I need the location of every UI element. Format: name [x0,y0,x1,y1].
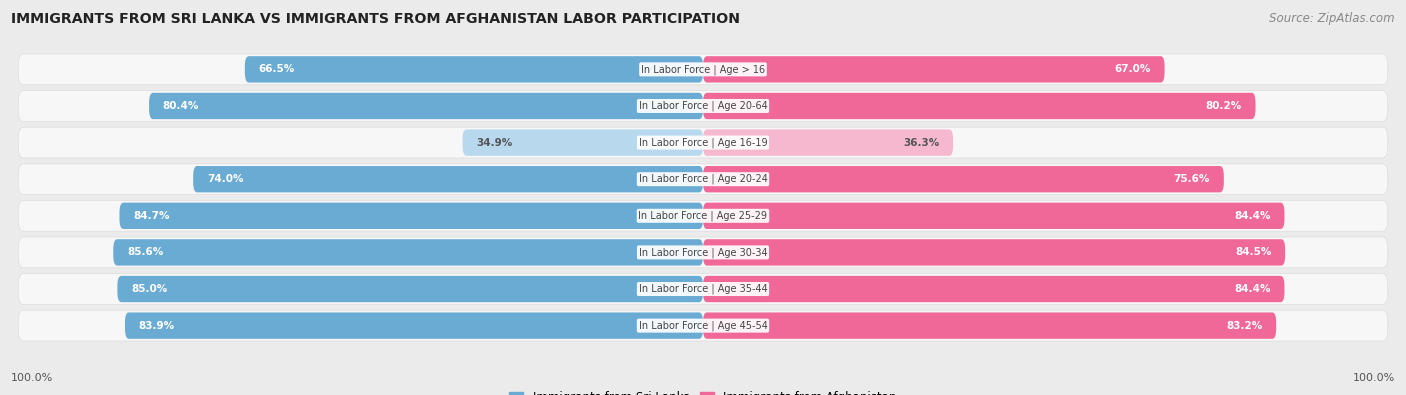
FancyBboxPatch shape [703,166,1223,192]
Text: 84.4%: 84.4% [1234,211,1271,221]
FancyBboxPatch shape [245,56,703,83]
Text: 100.0%: 100.0% [1353,373,1395,383]
Text: In Labor Force | Age 20-24: In Labor Force | Age 20-24 [638,174,768,184]
Legend: Immigrants from Sri Lanka, Immigrants from Afghanistan: Immigrants from Sri Lanka, Immigrants fr… [506,387,900,395]
Text: 85.0%: 85.0% [131,284,167,294]
FancyBboxPatch shape [193,166,703,192]
Text: 84.7%: 84.7% [134,211,170,221]
FancyBboxPatch shape [703,239,1285,265]
FancyBboxPatch shape [18,164,1388,195]
Text: Source: ZipAtlas.com: Source: ZipAtlas.com [1270,12,1395,25]
FancyBboxPatch shape [703,312,1277,339]
Text: 80.4%: 80.4% [163,101,200,111]
Text: 84.5%: 84.5% [1234,247,1271,258]
Text: In Labor Force | Age 16-19: In Labor Force | Age 16-19 [638,137,768,148]
FancyBboxPatch shape [18,237,1388,268]
FancyBboxPatch shape [120,203,703,229]
FancyBboxPatch shape [18,310,1388,341]
FancyBboxPatch shape [18,90,1388,121]
FancyBboxPatch shape [18,127,1388,158]
FancyBboxPatch shape [125,312,703,339]
Text: 100.0%: 100.0% [11,373,53,383]
Text: 36.3%: 36.3% [903,137,939,148]
Text: In Labor Force | Age 30-34: In Labor Force | Age 30-34 [638,247,768,258]
Text: In Labor Force | Age 25-29: In Labor Force | Age 25-29 [638,211,768,221]
FancyBboxPatch shape [18,54,1388,85]
Text: 75.6%: 75.6% [1174,174,1211,184]
FancyBboxPatch shape [18,200,1388,231]
FancyBboxPatch shape [114,239,703,265]
FancyBboxPatch shape [463,130,703,156]
Text: 74.0%: 74.0% [207,174,243,184]
FancyBboxPatch shape [703,203,1285,229]
FancyBboxPatch shape [703,130,953,156]
Text: 80.2%: 80.2% [1205,101,1241,111]
Text: 83.9%: 83.9% [139,321,174,331]
Text: In Labor Force | Age 20-64: In Labor Force | Age 20-64 [638,101,768,111]
FancyBboxPatch shape [703,93,1256,119]
Text: 83.2%: 83.2% [1226,321,1263,331]
Text: 34.9%: 34.9% [477,137,513,148]
Text: 67.0%: 67.0% [1115,64,1152,74]
Text: In Labor Force | Age 35-44: In Labor Force | Age 35-44 [638,284,768,294]
Text: In Labor Force | Age > 16: In Labor Force | Age > 16 [641,64,765,75]
FancyBboxPatch shape [118,276,703,302]
FancyBboxPatch shape [18,274,1388,305]
FancyBboxPatch shape [149,93,703,119]
FancyBboxPatch shape [703,56,1164,83]
Text: IMMIGRANTS FROM SRI LANKA VS IMMIGRANTS FROM AFGHANISTAN LABOR PARTICIPATION: IMMIGRANTS FROM SRI LANKA VS IMMIGRANTS … [11,12,740,26]
Text: 66.5%: 66.5% [259,64,295,74]
Text: In Labor Force | Age 45-54: In Labor Force | Age 45-54 [638,320,768,331]
Text: 85.6%: 85.6% [127,247,163,258]
Text: 84.4%: 84.4% [1234,284,1271,294]
FancyBboxPatch shape [703,276,1285,302]
